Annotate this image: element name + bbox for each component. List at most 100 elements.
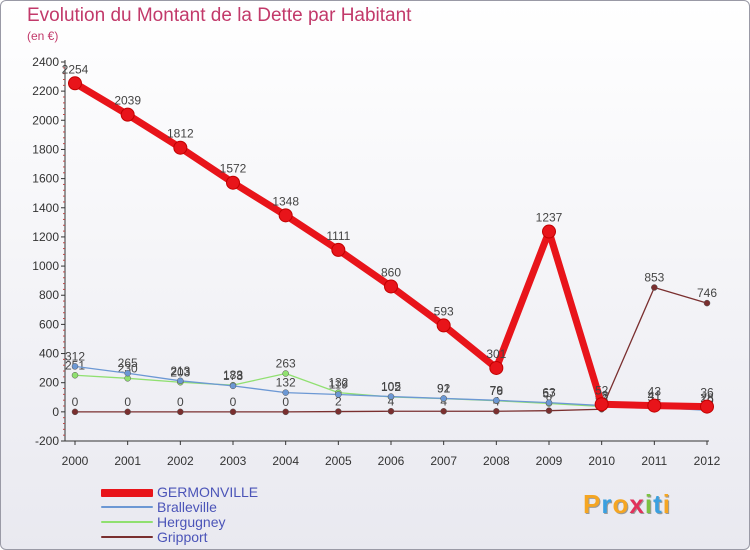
data-label-germonville: 1237	[536, 211, 563, 225]
y-tick-label: 2400	[32, 55, 59, 69]
data-point-gripport	[545, 407, 553, 414]
data-label-gripport: 0	[72, 395, 79, 409]
data-label-gripport: 4	[388, 394, 395, 408]
x-tick-label: 2006	[378, 454, 405, 468]
data-point-gripport	[335, 408, 342, 415]
data-point-germonville	[120, 107, 135, 122]
data-point-bralleville	[282, 389, 289, 396]
data-point-gripport	[493, 408, 500, 415]
data-label-bralleville: 178	[223, 369, 243, 383]
data-point-bralleville	[387, 393, 395, 400]
legend-swatch	[101, 506, 153, 508]
data-point-hergugney	[71, 372, 79, 379]
data-point-germonville	[384, 279, 398, 294]
y-tick-label: 600	[39, 317, 59, 331]
data-label-hergugney: 132	[328, 376, 348, 390]
data-point-gripport	[282, 408, 289, 416]
data-label-hergugney: 102	[381, 380, 401, 394]
data-point-bralleville	[440, 395, 447, 402]
x-tick-label: 2003	[220, 454, 247, 468]
data-point-bralleville	[124, 369, 131, 377]
data-label-germonville: 52	[595, 383, 609, 397]
data-label-germonville: 1572	[220, 162, 247, 176]
x-tick-label: 2004	[272, 454, 299, 468]
data-point-gripport	[124, 408, 131, 416]
data-label-bralleville: 79	[490, 383, 504, 397]
data-point-germonville	[700, 399, 714, 414]
data-label-hergugney: 76	[490, 384, 504, 398]
x-tick-label: 2007	[430, 454, 457, 468]
data-label-germonville: 1111	[326, 229, 350, 243]
data-label-bralleville: 92	[437, 381, 451, 395]
y-tick-label: 2000	[32, 113, 59, 127]
data-point-germonville	[331, 242, 346, 257]
legend-label: Gripport	[157, 529, 208, 545]
x-tick-label: 2008	[483, 454, 510, 468]
y-tick-label: 1200	[32, 230, 59, 244]
logo-letter: i	[662, 489, 671, 519]
x-tick-label: 2009	[536, 454, 563, 468]
data-label-bralleville: 213	[170, 364, 190, 378]
y-tick-label: 1800	[32, 142, 59, 156]
data-point-gripport	[703, 299, 711, 307]
data-label-germonville: 36	[700, 386, 714, 400]
proxiti-logo: Proxiti	[583, 489, 671, 520]
data-label-hergugney: 57	[542, 387, 556, 401]
legend-label: GERMONVILLE	[157, 484, 259, 500]
data-point-germonville	[278, 208, 293, 223]
data-label-gripport: 0	[282, 395, 289, 409]
chart-unit: (en €)	[27, 29, 59, 43]
data-point-bralleville	[335, 391, 342, 398]
data-label-germonville: 593	[434, 304, 454, 318]
data-point-bralleville	[229, 382, 237, 390]
data-point-bralleville	[545, 399, 553, 406]
y-tick-label: 1400	[32, 201, 59, 215]
data-point-gripport	[71, 408, 79, 416]
data-label-gripport: 2	[335, 395, 342, 409]
x-tick-label: 2000	[62, 454, 89, 468]
data-label-bralleville: 265	[118, 356, 138, 370]
data-label-gripport: 0	[124, 395, 131, 409]
y-tick-label: 1600	[32, 172, 59, 186]
data-point-germonville	[542, 224, 556, 239]
x-tick-label: 2001	[114, 454, 141, 468]
x-tick-label: 2002	[167, 454, 194, 468]
data-point-gripport	[651, 284, 658, 291]
legend-label: Bralleville	[157, 499, 217, 515]
data-label-gripport: 0	[177, 395, 184, 409]
data-label-hergugney: 41	[648, 389, 662, 403]
y-tick-label: 0	[52, 405, 59, 419]
data-label-germonville: 2254	[62, 62, 89, 76]
y-tick-label: -200	[35, 434, 59, 448]
data-point-germonville	[594, 397, 609, 412]
data-point-germonville	[173, 140, 188, 155]
data-point-bralleville	[71, 363, 79, 370]
data-point-gripport	[177, 408, 184, 416]
logo-letter: r	[601, 489, 613, 519]
data-label-bralleville: 119	[329, 377, 348, 391]
x-tick-label: 2012	[694, 454, 721, 468]
legend-swatch	[101, 489, 153, 497]
data-label-germonville: 43	[648, 385, 662, 399]
data-point-germonville	[436, 318, 451, 333]
x-tick-label: 2005	[325, 454, 352, 468]
logo-letter: i	[644, 489, 654, 519]
data-point-germonville	[647, 398, 662, 413]
data-label-hergugney: 183	[223, 368, 243, 382]
logo-letter: P	[583, 489, 602, 519]
data-point-bralleville	[177, 377, 184, 385]
data-label-hergugney: 91	[437, 382, 451, 396]
legend-swatch	[101, 521, 153, 523]
data-label-hergugney: 203	[170, 365, 190, 379]
data-label-bralleville: 105	[381, 380, 401, 394]
data-label-germonville: 1812	[167, 127, 194, 141]
data-point-germonville	[489, 360, 504, 375]
y-tick-label: 800	[39, 288, 59, 302]
logo-letter: x	[629, 489, 645, 519]
data-label-bralleville: 63	[542, 386, 556, 400]
logo-letter: t	[653, 489, 663, 519]
x-tick-label: 2011	[641, 454, 667, 468]
y-tick-label: 1000	[32, 259, 59, 273]
data-label-germonville: 301	[486, 347, 506, 361]
